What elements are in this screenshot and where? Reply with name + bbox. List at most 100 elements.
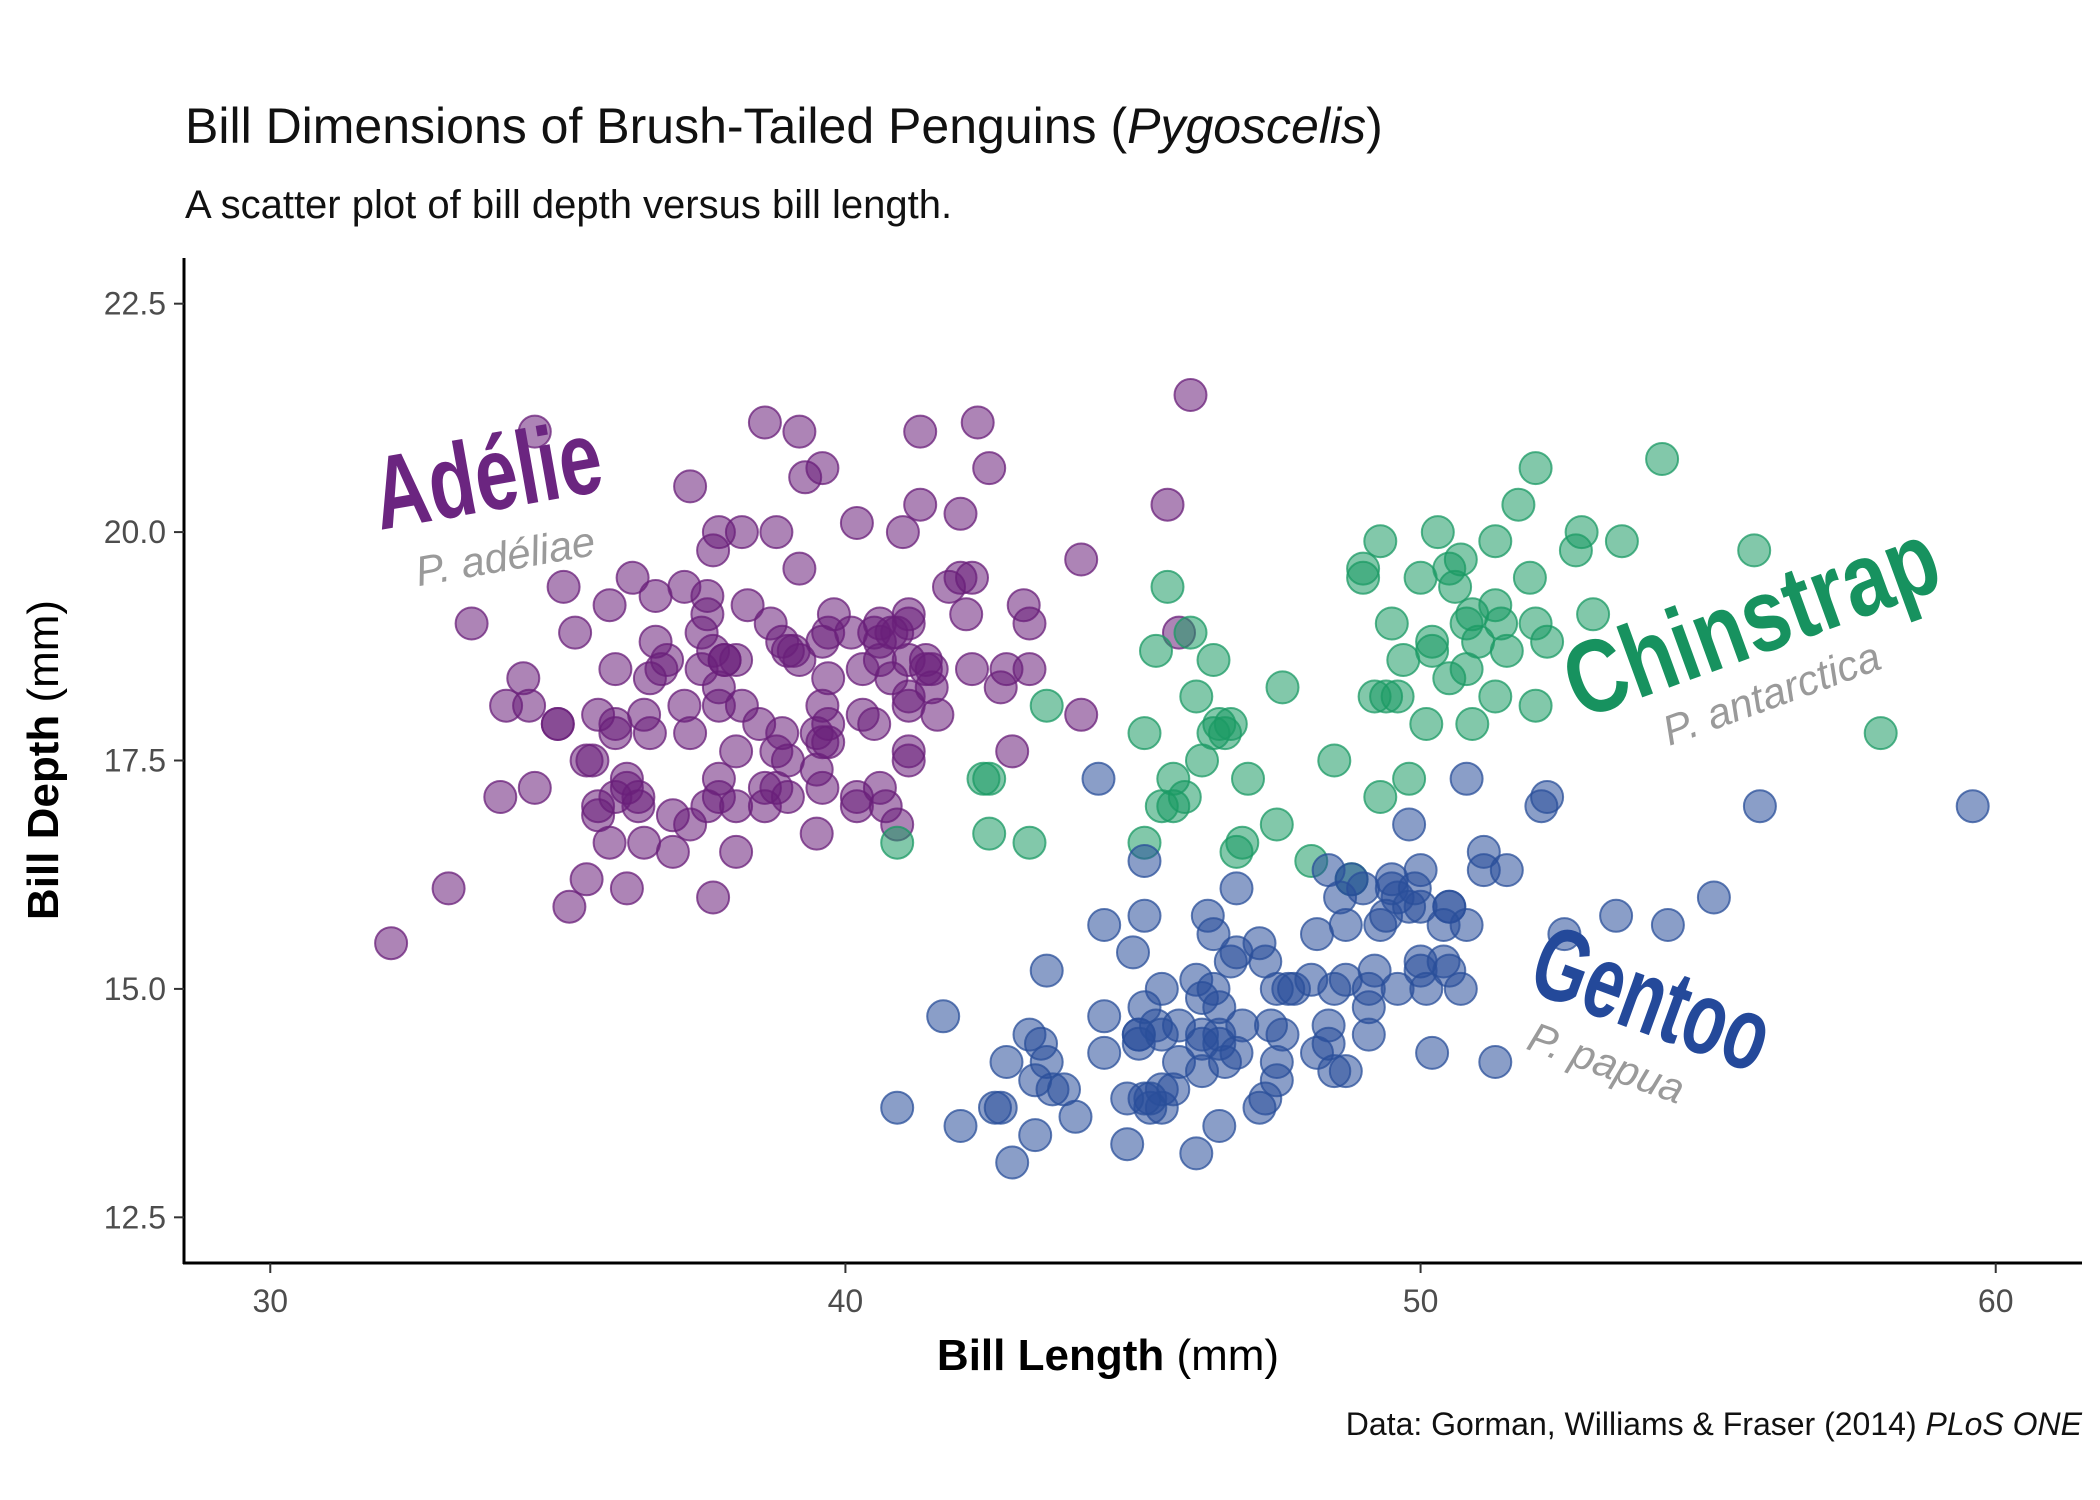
data-point [1110, 1127, 1145, 1162]
data-point [1202, 1109, 1237, 1143]
data-point [431, 871, 466, 906]
data-point [1409, 707, 1444, 741]
data-point [943, 496, 978, 531]
data-point [1196, 917, 1231, 952]
data-point [799, 816, 834, 851]
data-point [1127, 716, 1162, 751]
data-point [558, 615, 593, 650]
data-point [920, 697, 955, 732]
data-point [989, 1045, 1024, 1079]
data-point [811, 661, 846, 696]
data-point [1144, 1017, 1179, 1052]
data-point [592, 588, 627, 623]
data-point [885, 515, 920, 550]
data-point [1196, 643, 1231, 677]
x-tick-label: 40 [828, 1283, 864, 1319]
x-axis-title-unit: (mm) [1164, 1331, 1279, 1380]
y-tick-label: 12.5 [104, 1199, 166, 1235]
y-tick-label: 22.5 [104, 286, 166, 322]
data-point [1127, 990, 1162, 1025]
data-point [540, 707, 575, 741]
data-point [546, 569, 581, 604]
data-point [1955, 789, 1990, 824]
data-point [1363, 780, 1398, 814]
data-point [673, 807, 708, 842]
data-point [673, 469, 708, 504]
data-point [1242, 1090, 1277, 1125]
data-point [1576, 597, 1611, 632]
data-point [1696, 880, 1731, 915]
data-point [1087, 1035, 1122, 1070]
data-point [1139, 633, 1173, 668]
data-point [598, 780, 633, 814]
data-point [1397, 871, 1432, 906]
data-point [1599, 898, 1634, 933]
data-point [719, 734, 754, 769]
data-point [811, 707, 846, 741]
data-point [1351, 971, 1386, 1006]
x-axis-title: Bill Length (mm) [937, 1331, 1279, 1380]
data-point [1328, 908, 1363, 942]
data-point [1420, 515, 1455, 550]
data-point [1455, 707, 1490, 741]
data-point [943, 1109, 978, 1143]
chart-title-end: ) [1366, 98, 1383, 154]
x-tick-label: 60 [1978, 1283, 2014, 1319]
data-point [1024, 1026, 1058, 1061]
y-axis-title-bold: Bill Depth [19, 715, 68, 920]
data-point [730, 588, 765, 623]
data-point [1432, 953, 1467, 988]
data-point [592, 825, 627, 860]
data-point [972, 761, 1007, 796]
x-axis-title-bold: Bill Length [937, 1331, 1164, 1380]
points-layer [374, 378, 1990, 1180]
data-point [1403, 560, 1438, 595]
data-point [1047, 1072, 1081, 1107]
data-point [1392, 761, 1427, 796]
data-point [719, 789, 754, 824]
data-point [506, 661, 541, 696]
data-point [1018, 1118, 1053, 1153]
y-tick-label: 17.5 [104, 743, 166, 779]
data-point [1409, 971, 1444, 1006]
data-point [1081, 761, 1116, 796]
data-point [1173, 378, 1208, 412]
data-point [742, 707, 777, 741]
data-point [955, 652, 989, 687]
chart-title-italic: Pygoscelis [1127, 98, 1366, 154]
data-point [1317, 743, 1352, 778]
data-point [1645, 442, 1680, 476]
data-point [1449, 652, 1484, 687]
data-point [903, 487, 938, 522]
data-point [1518, 688, 1553, 723]
data-point [724, 515, 759, 550]
data-point [1650, 908, 1685, 942]
data-point [1064, 697, 1099, 732]
data-point [1254, 1008, 1288, 1043]
data-point [1426, 908, 1461, 942]
data-point [673, 716, 708, 751]
data-point [1346, 551, 1381, 586]
data-point [1150, 487, 1185, 522]
data-point [1478, 1045, 1513, 1079]
chart-caption-italic: PLoS ONE [1925, 1406, 2082, 1442]
data-point [1219, 834, 1254, 869]
data-point [1006, 588, 1041, 623]
data-point [880, 825, 915, 860]
data-point [1392, 807, 1427, 842]
data-point [1415, 1035, 1450, 1070]
data-point [1604, 524, 1639, 559]
data-point [857, 707, 892, 741]
data-point [1185, 1054, 1219, 1089]
data-point [1415, 633, 1450, 668]
data-point [1449, 761, 1484, 796]
data-point [1369, 679, 1404, 714]
data-point [552, 889, 587, 924]
data-point [782, 551, 817, 586]
data-point [839, 506, 874, 540]
data-point [972, 451, 1007, 486]
data-point [1087, 908, 1122, 942]
data-point [1489, 853, 1524, 888]
data-point [1466, 834, 1501, 869]
data-point [983, 670, 1018, 705]
